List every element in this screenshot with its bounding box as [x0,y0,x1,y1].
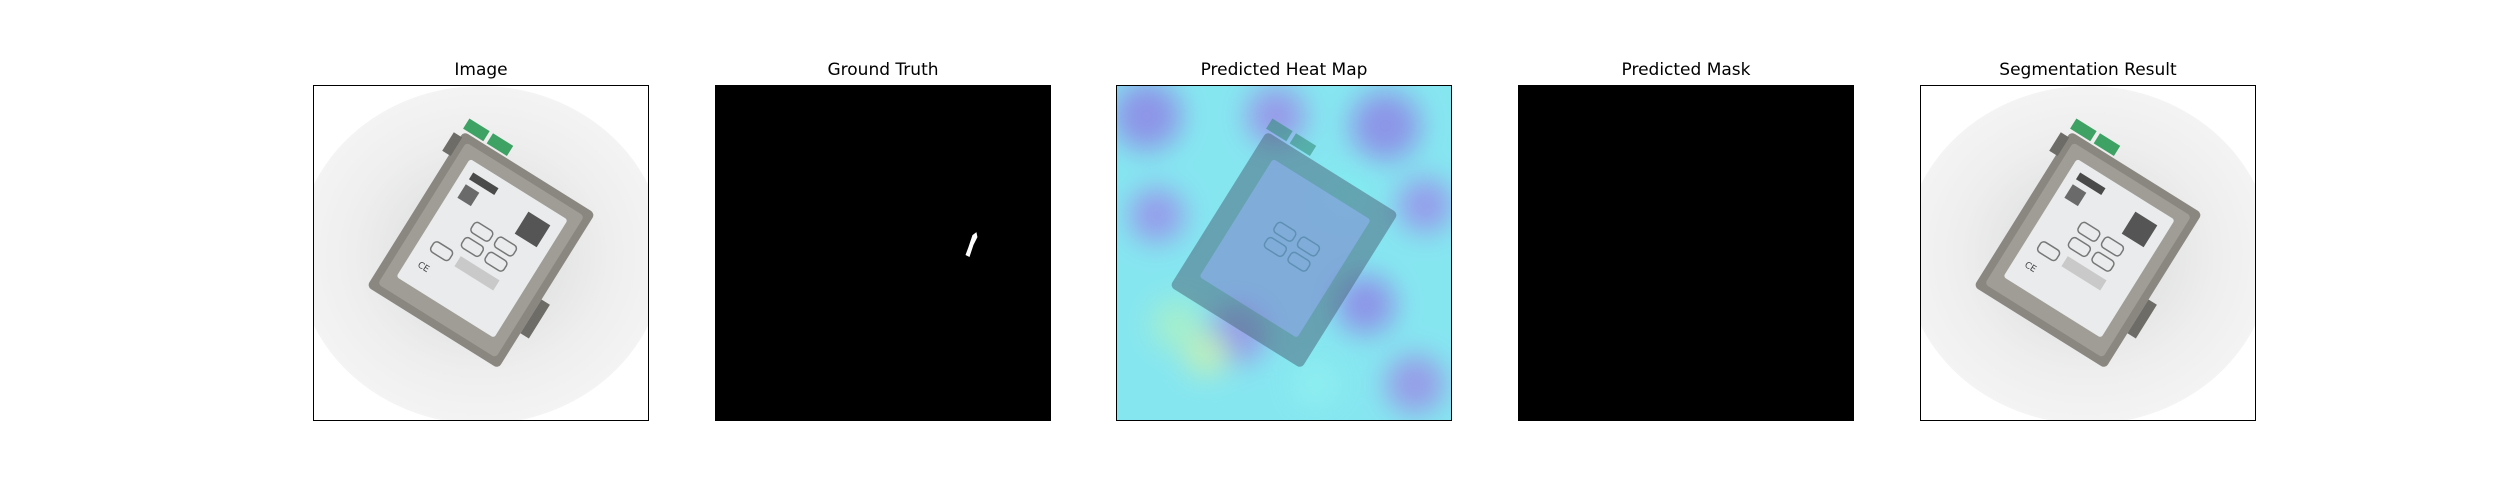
panel-title-segmentation: Segmentation Result [1999,60,2177,80]
predicted-mask-frame [1518,85,1854,421]
device-photo: CE [314,86,648,420]
heat-map-overlay [1117,86,1451,420]
ground-truth-mask [716,86,1050,420]
panel-title-ground-truth: Ground Truth [827,60,939,80]
panel-image: Image [313,0,649,500]
segmentation-frame: CE [1920,85,2256,421]
segmentation-photo: CE [1921,86,2255,420]
predicted-mask [1519,86,1853,420]
panel-title-predicted-mask: Predicted Mask [1621,60,1751,80]
panel-heat-map: Predicted Heat Map [1116,0,1452,500]
panel-title-heat-map: Predicted Heat Map [1200,60,1368,80]
ground-truth-frame [715,85,1051,421]
panel-ground-truth: Ground Truth [715,0,1051,500]
defect-region [965,232,978,257]
heat-map-frame [1116,85,1452,421]
panel-title-image: Image [454,60,508,80]
panel-segmentation: Segmentation Result [1920,0,2256,500]
image-frame: CE [313,85,649,421]
panel-predicted-mask: Predicted Mask [1518,0,1854,500]
